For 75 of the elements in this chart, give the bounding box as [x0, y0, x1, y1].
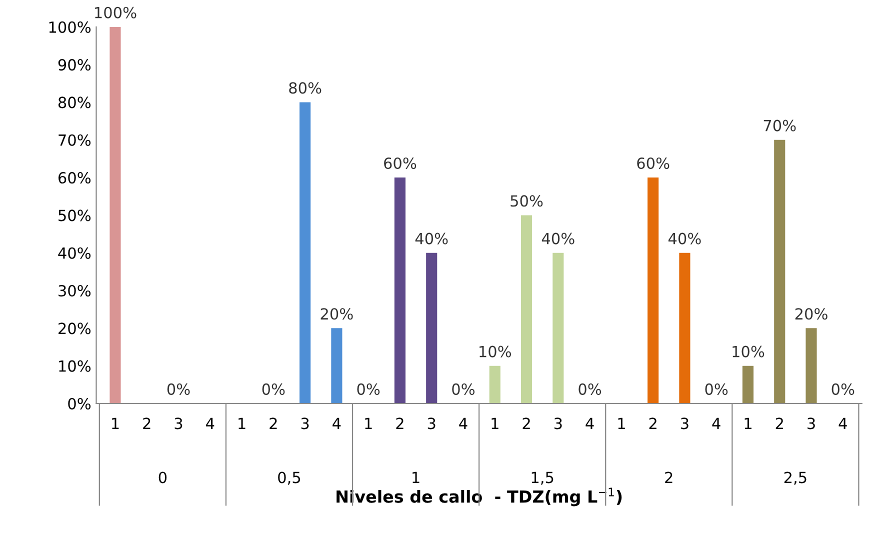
data-label: 0%: [705, 383, 728, 395]
data-label: 0%: [832, 383, 854, 395]
y-tick-label: 10%: [59, 360, 91, 372]
x-tick-label: 1: [238, 418, 246, 429]
data-label: 20%: [795, 308, 828, 320]
data-label: 40%: [542, 232, 574, 244]
x-tick-label: 2: [649, 418, 656, 429]
bar: [110, 26, 121, 404]
x-tick-label: 1: [744, 418, 752, 429]
bar: [552, 252, 564, 404]
data-label: 50%: [510, 195, 543, 207]
bar: [806, 328, 817, 404]
data-label: 60%: [637, 157, 670, 170]
data-label: 0%: [452, 383, 475, 395]
y-tick-label: 0%: [68, 398, 91, 410]
x-tick-label: 4: [838, 418, 847, 429]
data-label: 0%: [357, 383, 380, 395]
x-tick-label: 3: [428, 418, 436, 430]
x-tick-label: 4: [206, 418, 214, 429]
data-label: 40%: [668, 232, 701, 244]
bar: [648, 178, 659, 404]
y-tick-label: 30%: [58, 284, 91, 297]
text: 0: [158, 472, 167, 484]
x-tick-label: 4: [459, 418, 468, 429]
x-tick-label: 2: [776, 418, 783, 429]
data-label: 0%: [262, 383, 285, 395]
bar: [742, 366, 754, 404]
data-label: 10%: [480, 346, 512, 358]
text: 2: [665, 472, 672, 484]
x-tick-label: 2: [270, 418, 277, 429]
data-label: 100%: [95, 6, 136, 18]
data-label: 10%: [732, 346, 764, 358]
y-tick-label: 90%: [58, 59, 91, 71]
x-tick-label: 1: [365, 418, 372, 429]
data-label: 20%: [320, 308, 353, 320]
x-tick-label: 3: [554, 418, 562, 430]
bar: [679, 252, 690, 404]
data-label: 0%: [167, 383, 190, 395]
y-tick-label: 50%: [58, 210, 91, 222]
data-label: 0%: [578, 383, 602, 395]
x-tick-label: 2: [522, 418, 530, 429]
x-tick-label: 3: [301, 418, 309, 430]
data-label: 40%: [415, 232, 448, 244]
text: 1: [412, 472, 420, 484]
x-tick-label: 2: [143, 418, 150, 429]
y-tick-label: 70%: [58, 134, 91, 146]
bar: [426, 252, 438, 404]
y-tick-label: 60%: [58, 172, 91, 184]
bar: [300, 102, 311, 404]
text: 1,5: [532, 472, 554, 485]
y-tick-label: 40%: [58, 247, 91, 259]
bar: [331, 328, 342, 404]
bar: [774, 140, 786, 404]
x-tick-label: 4: [712, 418, 720, 429]
data-label: 80%: [289, 82, 322, 94]
x-axis-title: Niveles de callo - TDZ(mg L$^{−1}$): [336, 488, 622, 506]
text: 0,5: [278, 472, 300, 485]
y-tick-label: 80%: [58, 96, 91, 108]
text: 2,5: [784, 472, 806, 485]
x-tick-label: 1: [492, 418, 498, 429]
x-tick-label: 2: [396, 418, 404, 429]
x-tick-label: 4: [332, 418, 341, 429]
x-tick-label: 1: [618, 418, 625, 429]
x-tick-label: 3: [174, 418, 182, 430]
x-tick-label: 3: [808, 418, 815, 430]
data-label: 60%: [384, 157, 416, 170]
y-tick-label: 100%: [49, 21, 91, 33]
x-tick-label: 1: [112, 418, 119, 429]
bar: [489, 366, 500, 404]
bar: [394, 178, 406, 404]
y-tick-label: 20%: [58, 322, 91, 334]
x-tick-label: 3: [681, 418, 688, 430]
x-tick-label: 4: [586, 418, 594, 429]
data-label: 70%: [764, 120, 796, 132]
bar: [520, 215, 532, 404]
